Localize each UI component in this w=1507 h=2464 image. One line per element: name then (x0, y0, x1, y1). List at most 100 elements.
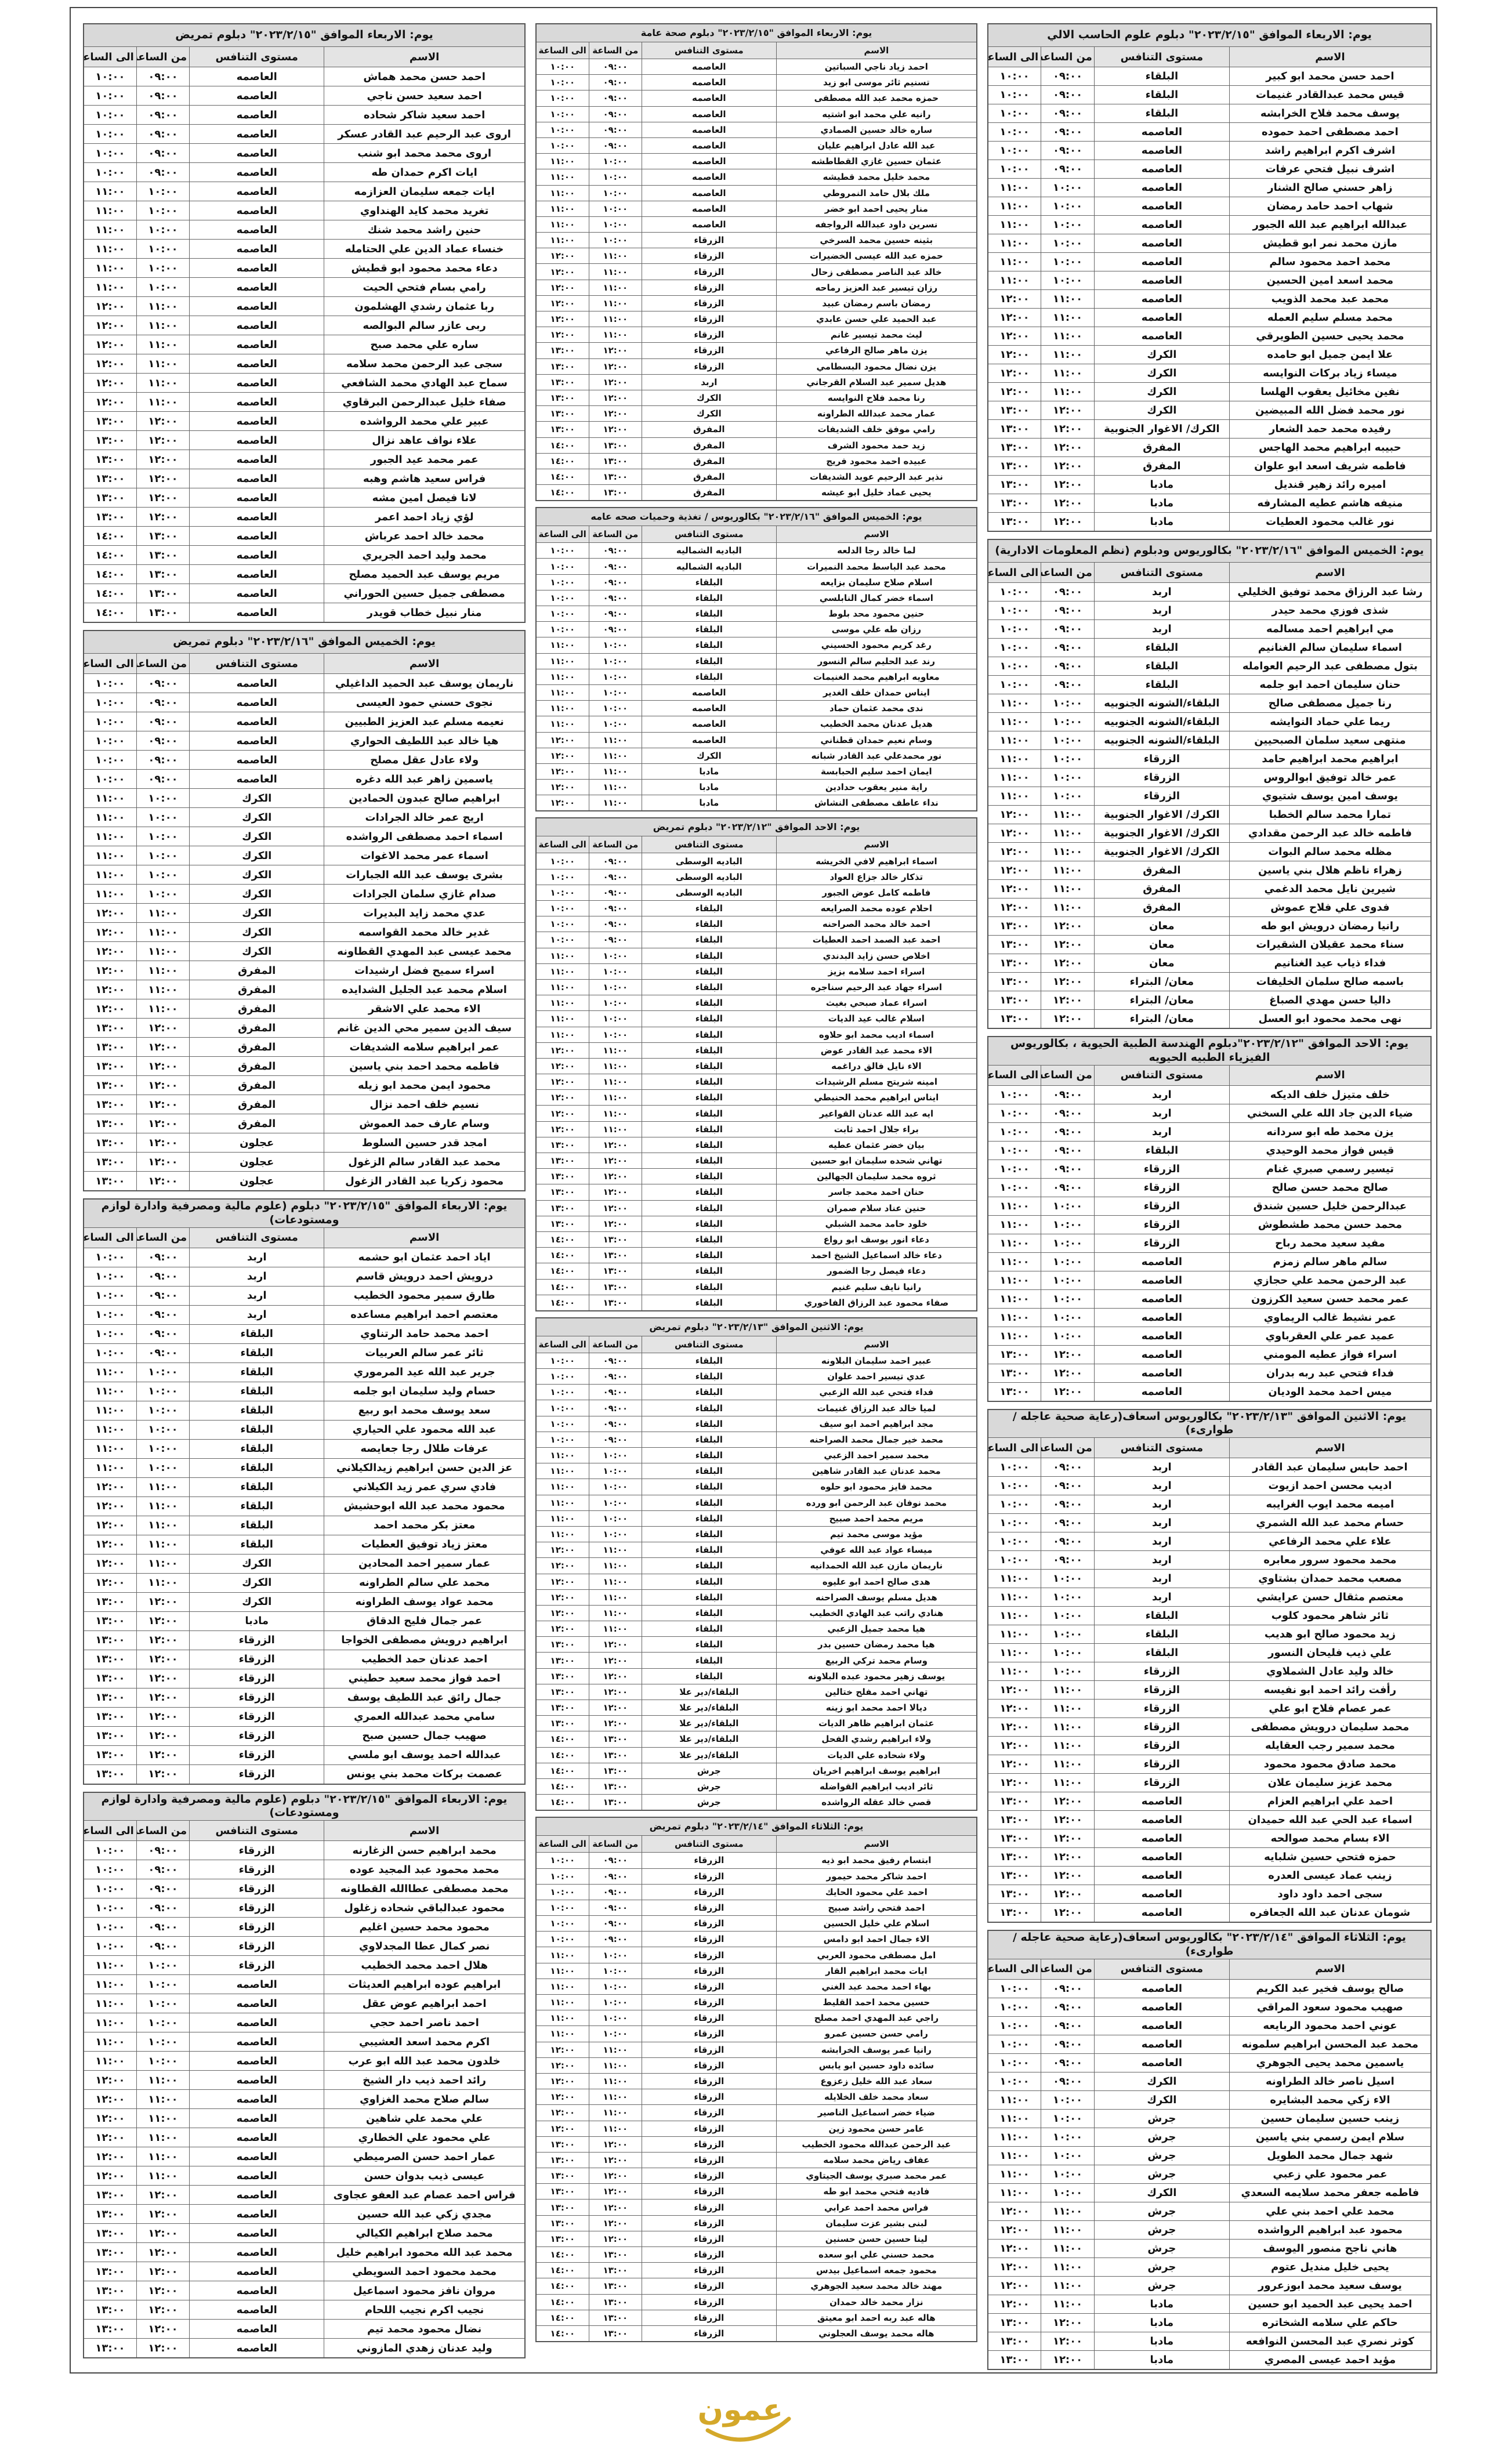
to-time: ١٠:٠٠ (535, 589, 589, 607)
to-time: ١٣:٠٠ (535, 1215, 589, 1232)
table-row: اسلام محمد عبد الجليل الشدايده المفرق ١١:٠… (83, 980, 526, 999)
to-time: ١٠:٠٠ (987, 1103, 1042, 1123)
to-time: ١٣:٠٠ (535, 1699, 589, 1716)
from-time: ١٢:٠٠ (136, 1706, 190, 1727)
table-row: باسمه صالح سلمان الخليفات معان/ البتراء ١٢… (987, 972, 1432, 991)
to-time: ١١:٠٠ (83, 258, 137, 278)
from-time: ١٢:٠٠ (136, 2338, 190, 2358)
student-name: ايناس حمدان خلف الغدير (776, 684, 977, 701)
to-time: ١٠:٠٠ (987, 582, 1042, 601)
table-row: مريم يوسف عبد الحميد مصلح العاصمه ١٣:٠٠ ١٤:… (83, 564, 526, 584)
student-name: امل مصطفى محمود العربي (776, 1947, 977, 1963)
from-time: ١٠:٠٠ (1041, 694, 1095, 713)
to-time: ١٣:٠٠ (83, 1018, 137, 1038)
to-time: ١١:٠٠ (535, 2010, 589, 2027)
from-time: ١٢:٠٠ (1041, 2331, 1095, 2351)
competition-level: العاصمه (189, 2128, 325, 2147)
student-name: يوسف امين يوسف شتيوي (1229, 787, 1432, 806)
column-header-student-name: الاسم (324, 1820, 526, 1841)
student-name: محمد صادق محمود محمود (1229, 1755, 1432, 1774)
student-name: ميس احمد محمد الوديان (1229, 1382, 1432, 1401)
student-name: ندى محمد عثمان حماد (776, 700, 977, 717)
competition-level: العاصمه (1093, 289, 1230, 309)
table-row: هديل مسلم يوسف الصراحنه البلقاء ١١:٠٠ ١٢:٠٠ (535, 1589, 977, 1606)
table-row: مؤيد موسى محمد تيم البلقاء ١٠:٠٠ ١١:٠٠ (535, 1525, 977, 1543)
to-time: ١١:٠٠ (535, 1525, 589, 1543)
from-time: ١٠:٠٠ (588, 1510, 642, 1527)
student-name: محمد وليد احمد الجريري (324, 545, 526, 565)
to-time: ١٢:٠٠ (987, 1773, 1042, 1792)
table-row: عبد الحميد علي حسن عابدي الزرقاء ١١:٠٠ ١٢:٠… (535, 310, 977, 328)
to-time: ١٣:٠٠ (987, 401, 1042, 420)
student-name: ابراهيم يوسف ابراهيم اخريان (776, 1762, 977, 1779)
from-time: ٠٩:٠٠ (1041, 2034, 1095, 2054)
column-header-competition-level: مستوى التنافس (1093, 1064, 1230, 1086)
to-time: ١٠:٠٠ (535, 558, 589, 575)
student-name: ابتسام رفيق محمد ابو ذيه (776, 1852, 977, 1869)
student-name: معاويه ابراهيم محمد الغنيمات (776, 668, 977, 685)
student-name: بشرى يوسف عبد الله الجبارات (324, 865, 526, 885)
table-row: ايات محمد ابراهيم القار الزرقاء ١٠:٠٠ ١١:٠٠ (535, 1962, 977, 1979)
to-time: ١٣:٠٠ (535, 2199, 589, 2216)
competition-level: الباديه الوسطى (641, 884, 777, 901)
table-row: محمد محمود سرور معابره اربد ٠٩:٠٠ ١٠:٠٠ (987, 1550, 1432, 1570)
from-time: ١٠:٠٠ (136, 1974, 190, 1994)
student-name: رزان تيسير عبد العزيز رماحه (776, 279, 977, 296)
table-row: عفاف رياض محمد سلامه الزرقاء ١٢:٠٠ ١٣:٠٠ (535, 2151, 977, 2169)
to-time: ١١:٠٠ (987, 1196, 1042, 1216)
competition-level: اربد (1093, 1588, 1230, 1607)
from-time: ١١:٠٠ (588, 763, 642, 780)
student-name: نزار محمد خالد حمدان (776, 2293, 977, 2310)
student-name: شهاب احمد حامد رمضان (1229, 197, 1432, 216)
table-row: احمد حسن محمد ابو كبير البلقاء ٠٩:٠٠ ١٠:٠٠ (987, 67, 1432, 86)
to-time: ١٣:٠٠ (83, 1592, 137, 1612)
student-name: محمد ابراهيم حسن الزغارنه (324, 1840, 526, 1860)
competition-level: جرش (1093, 2164, 1230, 2184)
from-time: ١٠:٠٠ (588, 1026, 642, 1043)
table-title: يوم: الاربعاء الموافق "٢٠٢٣/٢/١٥" دبلوم … (535, 23, 977, 42)
from-time: ٠٩:٠٠ (1041, 2071, 1095, 2091)
competition-level: العاصمه (189, 2319, 325, 2339)
table-row: مفيد سعيد محمد رباح الزرقاء ١٠:٠٠ ١١:٠٠ (987, 1233, 1432, 1253)
table-row: زينب حسين سليمان حسين جرش ١٠:٠٠ ١١:٠٠ (987, 2108, 1432, 2128)
column-header-student-name: الاسم (1229, 1437, 1432, 1458)
competition-level: الكرك (641, 389, 777, 407)
from-time: ١٢:٠٠ (136, 1668, 190, 1688)
table-row: خلدون محمد عبد الله ابو عرب العاصمه ١٠:٠٠ ١… (83, 2051, 526, 2071)
student-name: دعاء خالد اسماعيل الشيخ احمد (776, 1247, 977, 1264)
table-row: اياد احمد عثمان ابو حشمه اربد ٠٩:٠٠ ١٠:٠٠ (83, 1247, 526, 1267)
table-row: محمد مسلم سليم العمله العاصمه ١١:٠٠ ١٢:٠٠ (987, 308, 1432, 327)
to-time: ١١:٠٠ (987, 234, 1042, 253)
table-row: ايناس ابراهيم محمد الحنيطي البلقاء ١١:٠٠ ١٢… (535, 1089, 977, 1106)
competition-level: البلقاء (641, 1105, 777, 1122)
student-name: سلام ايمن رسمي بني ياسين (1229, 2127, 1432, 2147)
table-row: اشرف اكرم ابراهيم راشد العاصمه ٠٩:٠٠ ١٠:٠٠ (987, 141, 1432, 160)
competition-level: الكرك (189, 1553, 325, 1574)
column-header-to-time: الى الساعة (987, 1437, 1042, 1458)
competition-level: الزرقاء (1093, 1699, 1230, 1718)
competition-level: اربد (189, 1266, 325, 1287)
from-time: ٠٩:٠٠ (1041, 1177, 1095, 1197)
to-time: ١١:٠٠ (987, 271, 1042, 290)
competition-level: البلقاء (641, 1652, 777, 1669)
student-name: رامي بسام فتحي الحيت (324, 277, 526, 297)
from-time: ١٣:٠٠ (588, 2246, 642, 2263)
table-row: حمزه عبد الله عيسى الخضيرات الزرقاء ١١:٠٠ ١… (535, 248, 977, 264)
to-time: ١٠:٠٠ (83, 124, 137, 144)
student-name: عبير علي محمد الرواشده (324, 411, 526, 431)
competition-level: معان/ البتراء (1093, 991, 1230, 1010)
student-name: اكرم محمد اسعد العشيبي (324, 2032, 526, 2052)
table-row: وسام عارف حمد العموش المفرق ١٢:٠٠ ١٣:٠٠ (83, 1114, 526, 1133)
competition-level: معان/ البتراء (1093, 1009, 1230, 1029)
table-row: شهد جمال محمد الطويل جرش ١٠:٠٠ ١١:٠٠ (987, 2146, 1432, 2165)
student-name: محمود جمعه اسماعيل بيدس (776, 2262, 977, 2279)
student-name: يوسف زهير محمود عبده البلاونه (776, 1668, 977, 1684)
from-time: ١٢:٠٠ (588, 2151, 642, 2169)
competition-level: البلقاء (641, 621, 777, 638)
to-time: ١٢:٠٠ (83, 1534, 137, 1555)
from-time: ١٠:٠٠ (588, 637, 642, 654)
student-name: محمد يحيى حسين الطويرقي (1229, 327, 1432, 346)
student-name: اريج عمر خالد الجرادات (324, 807, 526, 827)
to-time: ١١:٠٠ (83, 846, 137, 865)
competition-level: جرش (1093, 2257, 1230, 2277)
